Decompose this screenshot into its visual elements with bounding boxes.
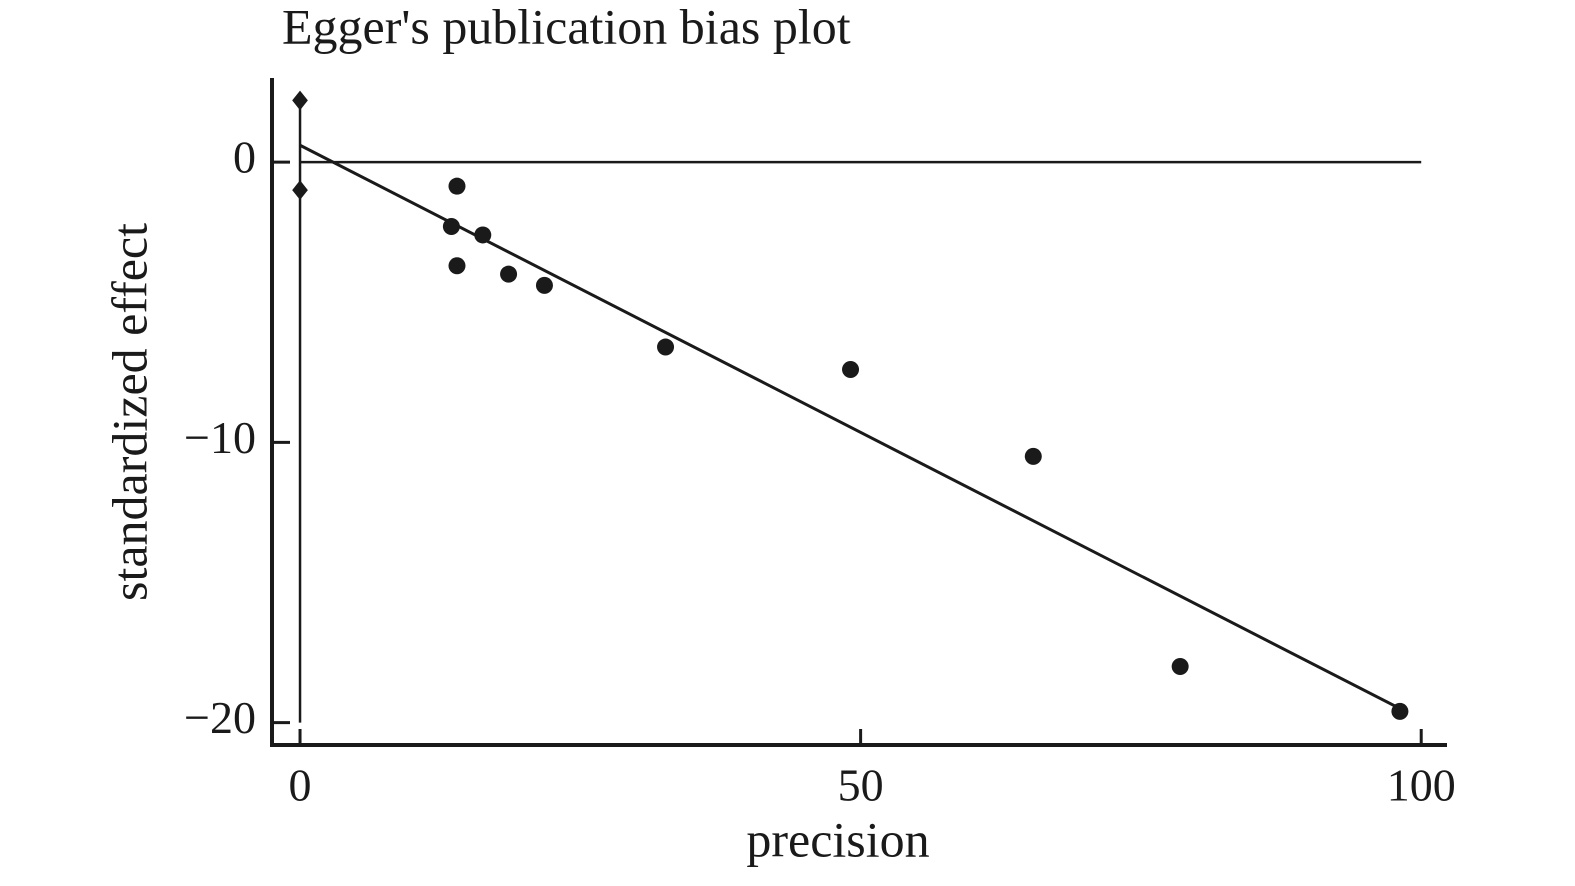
point — [1171, 658, 1189, 676]
point — [535, 276, 553, 294]
point — [842, 360, 860, 378]
y-tick-label: −10 — [184, 412, 256, 463]
y-tick-label: −20 — [184, 692, 256, 743]
point — [657, 338, 675, 356]
point — [442, 218, 460, 236]
ci-marker — [292, 180, 308, 200]
y-tick-label: 0 — [233, 132, 256, 183]
point — [474, 226, 492, 244]
point — [448, 177, 466, 195]
y-axis-label: standardized effect — [101, 223, 157, 601]
point — [1024, 447, 1042, 465]
x-tick-label: 100 — [1387, 760, 1456, 811]
point — [1391, 702, 1409, 720]
x-tick-label: 50 — [838, 760, 884, 811]
point — [500, 265, 518, 283]
fit-line — [299, 143, 1401, 710]
chart-title: Egger's publication bias plot — [282, 0, 851, 54]
x-tick-label: 0 — [289, 760, 312, 811]
x-axis-label: precision — [746, 811, 929, 867]
ci-marker — [292, 90, 308, 111]
point — [448, 257, 466, 275]
